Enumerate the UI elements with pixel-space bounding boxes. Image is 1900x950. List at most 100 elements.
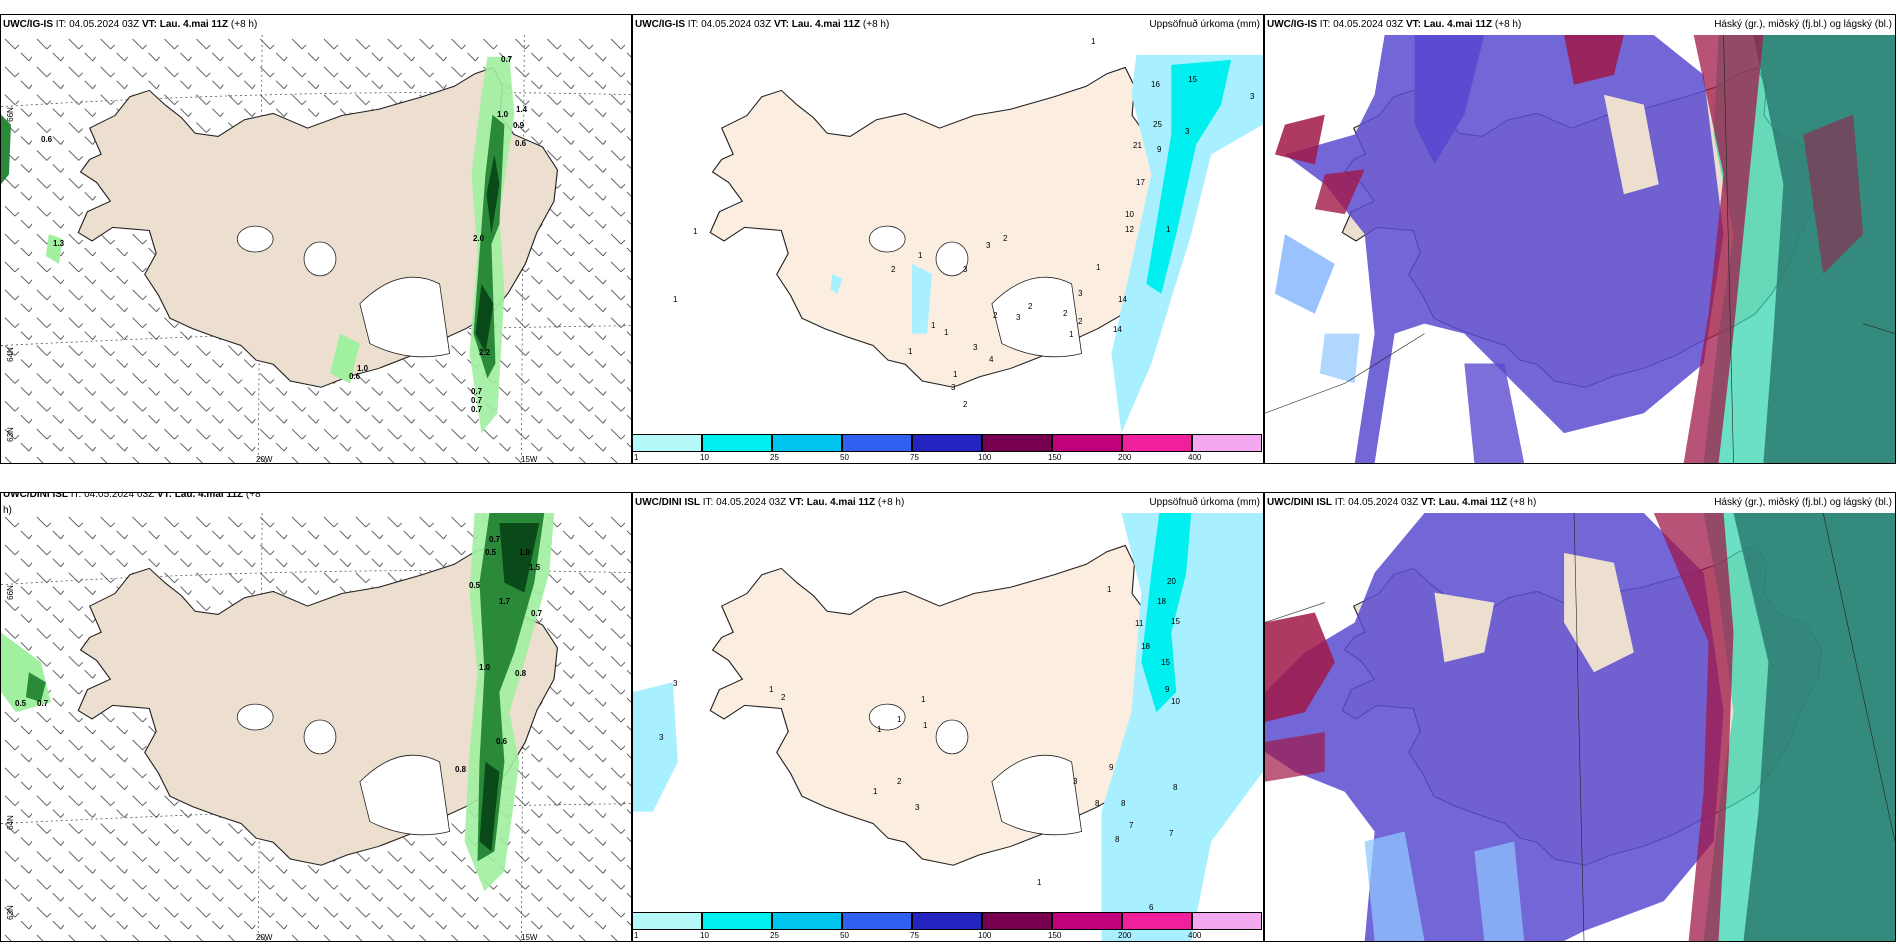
colorbar-swatch [912, 912, 982, 930]
precip-area [830, 54, 1263, 434]
precip-label: 8 [1115, 835, 1120, 844]
precip-label: 7 [1129, 821, 1134, 830]
cloud-map [1265, 513, 1895, 941]
precip-label: 15 [1161, 658, 1170, 667]
wind-label: 1.5 [529, 563, 541, 572]
precip-label: 17 [1136, 178, 1145, 187]
colorbar-swatch [982, 912, 1052, 930]
precip-label: 3 [1250, 92, 1255, 101]
colorbar-tick: 50 [840, 931, 849, 940]
precip-label: 15 [1171, 617, 1180, 626]
lat-label: 64N [5, 815, 15, 830]
wind-label: 0.7 [489, 535, 501, 544]
colorbar-tick: 50 [840, 453, 849, 462]
wind-label: 1.3 [53, 239, 65, 248]
precip-map [633, 513, 1263, 941]
lon-label: 20W [256, 455, 273, 464]
wind-label: 2.0 [473, 234, 485, 243]
precip-label: 9 [1165, 685, 1170, 694]
wind-label: 1.0 [497, 110, 509, 119]
wind-label: 0.5 [485, 548, 497, 557]
wind-label: 1.0 [479, 663, 491, 672]
precip-label: 15 [1188, 75, 1197, 84]
wind-map-panel-ig: UWC/IG-IS IT: 04.05.2024 03Z VT: Lau. 4.… [0, 14, 632, 464]
precip-label: 1 [877, 725, 882, 734]
colorbar-swatch [1122, 434, 1192, 452]
colorbar-swatch [1052, 912, 1122, 930]
precip-label: 18 [1141, 642, 1150, 651]
precip-label: 3 [986, 241, 991, 250]
precip-label: 1 [923, 721, 928, 730]
lat-label: 63N [5, 905, 15, 920]
cloud-map-panel-ig: UWC/IG-IS IT: 04.05.2024 03Z VT: Lau. 4.… [1264, 14, 1896, 464]
colorbar-tick: 1 [634, 931, 639, 940]
colorbar-swatch [772, 912, 842, 930]
precip-label: 1 [873, 787, 878, 796]
wind-label: 0.8 [455, 765, 467, 774]
precip-label: 2 [1063, 309, 1068, 318]
precip-label: 25 [1153, 120, 1162, 129]
colorbar-swatch [982, 434, 1052, 452]
precip-label: 1 [918, 251, 923, 260]
precip-label: 12 [1125, 225, 1134, 234]
wind-label: 1.4 [516, 105, 528, 114]
wind-label: 0.6 [515, 139, 527, 148]
colorbar-tick: 75 [910, 931, 919, 940]
precip-label: 14 [1113, 325, 1122, 334]
cloud-map [1265, 35, 1895, 463]
precip-label: 1 [1166, 225, 1171, 234]
precip-label: 8 [1095, 799, 1100, 808]
colorbar-tick: 400 [1188, 453, 1202, 462]
lon-label: 20W [256, 933, 273, 942]
wind-label: 0.7 [471, 405, 483, 414]
colorbar-tick: 75 [910, 453, 919, 462]
wind-label: 0.8 [515, 669, 527, 678]
precip-label: 1 [897, 715, 902, 724]
precip-label: 1 [1096, 263, 1101, 272]
colorbar-tick: 200 [1118, 931, 1132, 940]
precip-label: 3 [1073, 777, 1078, 786]
wind-label: 1.0 [357, 364, 369, 373]
precip-label: 1 [1037, 878, 1042, 887]
low-cloud-area [1274, 35, 1724, 463]
precip-label: 2 [1003, 234, 1008, 243]
colorbar-tick: 400 [1188, 931, 1202, 940]
wind-label: 0.9 [513, 121, 525, 130]
colorbar-swatch [1192, 912, 1262, 930]
colorbar-swatch [1052, 434, 1122, 452]
precip-label: 3 [973, 343, 978, 352]
precip-label: 10 [1125, 210, 1134, 219]
panel-header: UWC/IG-IS IT: 04.05.2024 03Z VT: Lau. 4.… [1, 15, 631, 35]
precip-green-band [1, 56, 515, 434]
precip-label: 1 [673, 295, 678, 304]
colorbar-tick: 150 [1048, 931, 1062, 940]
lat-label: 66N [5, 585, 15, 600]
panel-header: UWC/IG-IS IT: 04.05.2024 03Z VT: Lau. 4.… [633, 15, 1263, 35]
colorbar-swatch [1192, 434, 1262, 452]
precip-label: 2 [993, 311, 998, 320]
precip-label: 2 [891, 265, 896, 274]
wind-label: 0.7 [501, 55, 513, 64]
precip-label: 8 [1173, 783, 1178, 792]
colorbar-tick: 10 [700, 931, 709, 940]
lon-label: 15W [521, 455, 538, 464]
precip-label: 11 [1135, 619, 1144, 628]
high-cloud-area [1265, 513, 1734, 941]
precip-area [633, 513, 1263, 941]
colorbar-swatch [632, 912, 702, 930]
wind-label: 0.6 [41, 135, 53, 144]
colorbar-tick: 100 [978, 931, 992, 940]
precip-label: 3 [1078, 289, 1083, 298]
precip-label: 2 [963, 400, 968, 409]
precip-label: 6 [1149, 903, 1154, 912]
precip-label: 9 [1157, 145, 1162, 154]
wind-label: 0.5 [469, 581, 481, 590]
precip-label: 1 [1107, 585, 1112, 594]
lat-label: 66N [5, 107, 15, 122]
precip-label: 2 [781, 693, 786, 702]
colorbar-swatch [632, 434, 702, 452]
wind-label: 0.6 [349, 372, 361, 381]
precip-label: 1 [931, 321, 936, 330]
precip-label: 2 [897, 777, 902, 786]
colorbar-tick: 1 [634, 453, 639, 462]
